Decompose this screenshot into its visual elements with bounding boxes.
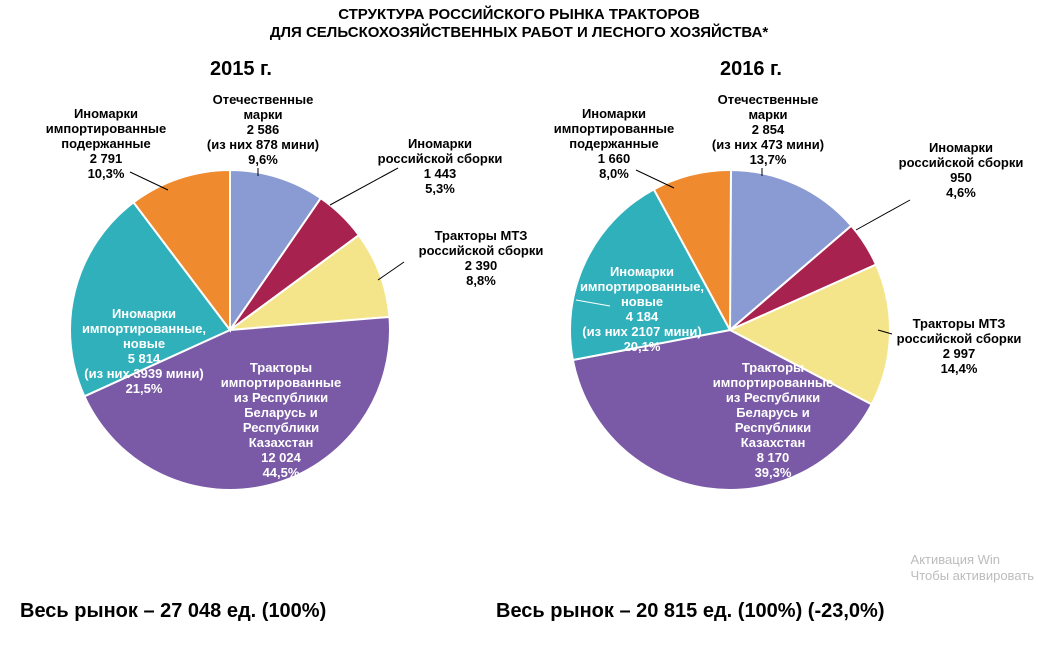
label-right-imported_used: Иномаркиимпортированныеподержанные1 6608… [534, 106, 694, 181]
leader-line [856, 200, 910, 230]
footer-right: Весь рынок – 20 815 ед. (100%) (-23,0%) [496, 600, 885, 623]
label-right-mtz_ru_assembly: Тракторы МТЗроссийской сборки2 99714,4% [884, 316, 1034, 376]
watermark-line-2: Чтобы активировать [911, 568, 1034, 583]
label-right-foreign_ru_assembly: Иномаркироссийской сборки9504,6% [886, 140, 1036, 200]
footer-left: Весь рынок – 27 048 ед. (100%) [20, 600, 326, 623]
label-left-foreign_ru_assembly: Иномаркироссийской сборки1 4435,3% [360, 136, 520, 196]
label-left-domestic: Отечественныемарки2 586(из них 878 мини)… [188, 92, 338, 167]
label-left-mtz_ru_assembly: Тракторы МТЗроссийской сборки2 3908,8% [396, 228, 566, 288]
label-right-domestic: Отечественныемарки2 854(из них 473 мини)… [688, 92, 848, 167]
label-right-imported_new: Иномаркиимпортированные,новые4 184(из ни… [562, 264, 722, 354]
label-left-imported_used: Иномаркиимпортированныеподержанные2 7911… [26, 106, 186, 181]
label-right-imported_by_kz: Тракторыимпортированныеиз РеспубликиБела… [688, 360, 858, 480]
label-left-imported_new: Иномаркиимпортированные,новые5 814(из ни… [64, 306, 224, 396]
windows-activation-watermark: Активация Win Чтобы активировать [911, 552, 1034, 584]
watermark-line-1: Активация Win [911, 552, 1000, 567]
